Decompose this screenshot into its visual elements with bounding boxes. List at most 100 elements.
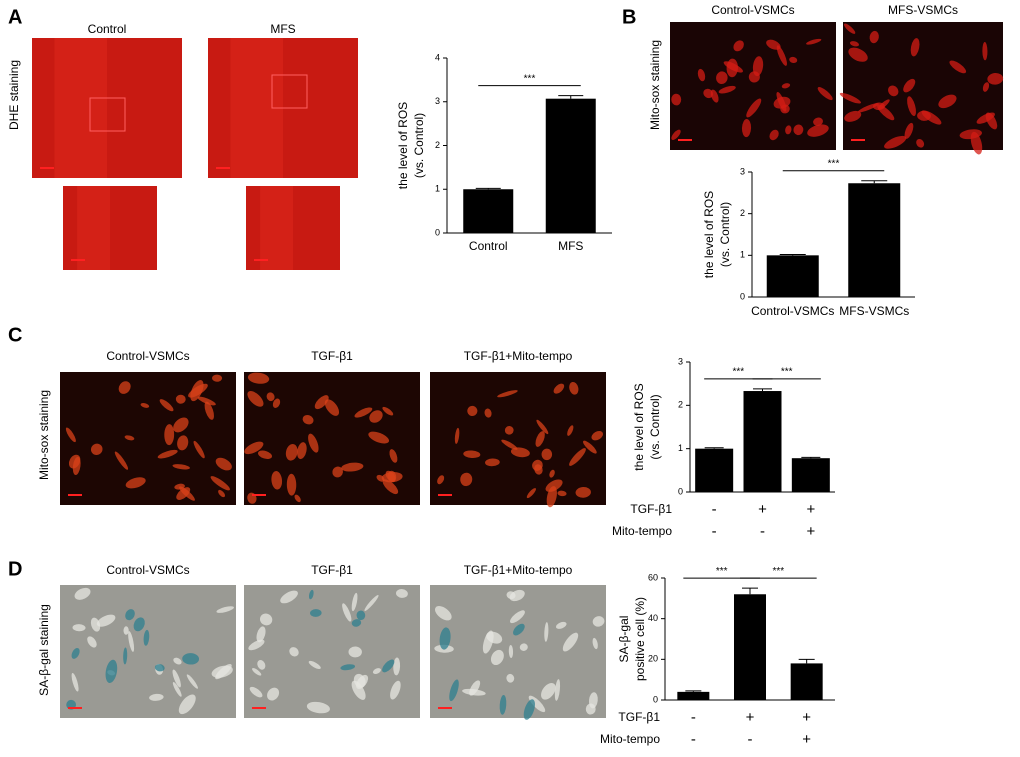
significance-label: ***: [524, 73, 536, 84]
image-label: TGF-β1: [311, 349, 353, 363]
y-tick-label: 3: [740, 166, 745, 176]
cell: [562, 632, 579, 652]
significance-label: ***: [716, 566, 728, 577]
y-tick-label: 3: [678, 356, 683, 366]
cell: [197, 396, 216, 406]
cell: [567, 425, 574, 436]
condition-sign: +: [758, 501, 767, 518]
bar: [743, 391, 782, 492]
error-bar: [475, 187, 501, 190]
significance-label: ***: [828, 158, 840, 169]
y-tick-label: 1: [435, 184, 440, 194]
cell: [218, 489, 226, 498]
cell: [703, 88, 714, 99]
cell: [575, 487, 591, 498]
cell: [71, 648, 80, 659]
cell: [123, 626, 129, 635]
error-bar: [779, 254, 806, 256]
cell: [289, 647, 299, 657]
x-tick-label: Control: [469, 239, 508, 253]
cell: [769, 129, 779, 141]
cell: [982, 41, 988, 61]
cell: [351, 619, 362, 627]
image-label: MFS-VSMCs: [888, 3, 958, 17]
cell: [959, 129, 982, 140]
cell: [504, 426, 514, 435]
cell: [164, 424, 175, 446]
cell: [211, 374, 223, 382]
cell: [96, 614, 116, 627]
image-label: Control-VSMCs: [106, 563, 189, 577]
cell: [332, 466, 343, 478]
cell: [124, 435, 135, 441]
cell: [297, 442, 307, 460]
cell: [869, 30, 879, 44]
cell: [789, 56, 798, 64]
y-tick-label: 0: [740, 291, 745, 301]
cell: [143, 629, 150, 646]
cell: [90, 617, 101, 632]
cell: [460, 472, 473, 487]
condition-sign: +: [806, 501, 815, 518]
cell: [215, 457, 232, 471]
tissue-texture: [54, 38, 107, 178]
error-bar: [801, 456, 821, 459]
y-tick-label: 0: [678, 486, 683, 496]
cell: [532, 459, 543, 471]
cell: [469, 680, 481, 696]
cell: [872, 102, 885, 111]
cell: [342, 603, 352, 622]
cell: [733, 40, 744, 52]
cell: [541, 682, 556, 700]
bar: [463, 189, 514, 233]
cell: [435, 606, 452, 621]
cell: [773, 96, 791, 109]
y-axis-label: (vs. Control): [412, 113, 426, 178]
cell: [523, 699, 535, 720]
micrograph: [60, 585, 236, 718]
y-axis-label: the level of ROS: [702, 191, 716, 278]
cell: [354, 407, 373, 418]
significance-label: ***: [732, 367, 744, 378]
bar: [734, 594, 766, 700]
image-label: Control: [88, 22, 127, 36]
cell: [114, 451, 129, 470]
cell: [554, 679, 561, 701]
cell: [133, 617, 145, 632]
cell: [271, 471, 283, 490]
cell: [716, 71, 728, 85]
cell: [216, 606, 234, 613]
bar: [791, 458, 830, 492]
cell: [395, 589, 408, 598]
cell: [439, 627, 451, 650]
cell: [72, 624, 86, 632]
condition-sign: -: [712, 501, 717, 518]
cell: [535, 431, 545, 447]
cell: [916, 138, 925, 148]
cell: [294, 494, 301, 503]
cell: [257, 659, 266, 670]
y-tick-label: 2: [435, 140, 440, 150]
image-label: MFS: [270, 22, 295, 36]
cell: [308, 433, 319, 453]
cell: [257, 450, 272, 459]
cell: [149, 693, 164, 701]
cell: [186, 674, 198, 689]
error-bar: [753, 388, 772, 392]
condition-sign: +: [802, 709, 811, 726]
cell: [839, 92, 862, 104]
condition-sign: +: [806, 523, 815, 540]
cell: [177, 435, 189, 451]
error-bar: [704, 447, 724, 449]
cell: [592, 637, 598, 650]
micrograph: [843, 22, 1003, 150]
cell: [485, 458, 500, 467]
y-axis-label: (vs. Control): [648, 394, 662, 459]
cell: [848, 47, 868, 62]
y-axis-label: the level of ROS: [632, 383, 646, 470]
cell: [583, 440, 597, 454]
cell: [843, 23, 856, 34]
side-label: DHE staining: [7, 60, 21, 130]
cell: [140, 403, 150, 408]
